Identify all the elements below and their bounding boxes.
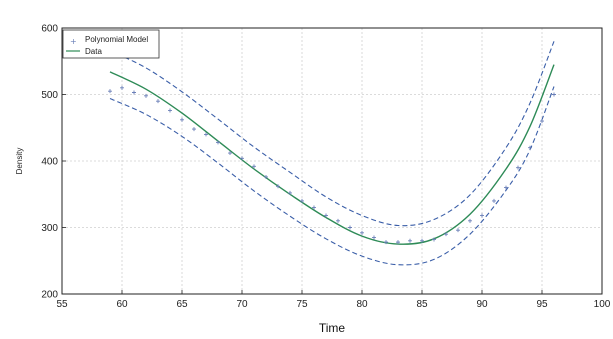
model-point xyxy=(444,232,448,237)
model-point xyxy=(504,185,508,190)
model-point xyxy=(180,117,184,122)
model-point xyxy=(552,92,556,97)
model-point xyxy=(288,190,292,195)
model-point xyxy=(396,240,400,245)
x-tick-label: 95 xyxy=(536,299,548,310)
confidence-bound-line xyxy=(109,41,555,227)
model-point xyxy=(336,218,340,223)
legend-marker-polynomial-model: + xyxy=(70,37,77,46)
model-point xyxy=(276,184,280,189)
model-point xyxy=(516,165,520,170)
legend-box xyxy=(62,29,160,59)
model-point xyxy=(228,151,232,156)
model-point xyxy=(432,237,436,242)
model-point xyxy=(192,127,196,132)
model-point xyxy=(408,238,412,243)
y-tick-label: 500 xyxy=(41,90,58,101)
confidence-bound-line xyxy=(109,86,555,266)
legend: + Polynomial Model Data xyxy=(62,29,160,59)
x-tick-label: 100 xyxy=(594,299,611,310)
model-point xyxy=(108,89,112,94)
y-axis-label: Density xyxy=(15,148,24,175)
model-point xyxy=(456,228,460,233)
model-point xyxy=(168,108,172,113)
x-tick-label: 55 xyxy=(56,299,68,310)
model-point xyxy=(468,218,472,223)
model-point xyxy=(300,198,304,203)
x-tick-label: 75 xyxy=(296,299,308,310)
y-tick-label: 200 xyxy=(41,290,58,301)
model-point xyxy=(144,93,148,98)
model-point xyxy=(384,240,388,245)
y-tick-label: 600 xyxy=(41,24,58,35)
series-3 xyxy=(109,86,555,266)
model-point xyxy=(120,85,124,90)
model-point xyxy=(324,213,328,218)
model-point xyxy=(312,205,316,210)
model-point xyxy=(372,235,376,240)
model-point xyxy=(264,174,268,179)
x-axis-label: Time xyxy=(319,321,346,335)
legend-label-polynomial-model: Polynomial Model xyxy=(85,35,148,44)
x-tick-label: 90 xyxy=(476,299,488,310)
axis-ticks: 55 60 65 70 75 80 85 90 95 100 200 300 400 500 600 xyxy=(41,24,610,311)
model-point xyxy=(252,164,256,169)
grid xyxy=(62,28,602,294)
y-tick-label: 400 xyxy=(41,157,58,168)
legend-label-data: Data xyxy=(85,47,102,56)
model-point xyxy=(480,213,484,218)
model-point xyxy=(528,145,532,150)
model-point xyxy=(348,225,352,230)
series-1 xyxy=(109,64,555,245)
model-point xyxy=(360,230,364,235)
x-tick-label: 60 xyxy=(116,299,128,310)
model-point xyxy=(156,99,160,104)
model-point xyxy=(540,119,544,124)
model-point xyxy=(132,90,136,95)
series-2 xyxy=(109,41,555,227)
x-tick-label: 70 xyxy=(236,299,248,310)
model-point xyxy=(240,156,244,161)
model-point xyxy=(204,132,208,137)
x-tick-label: 80 xyxy=(356,299,368,310)
model-point xyxy=(216,140,220,145)
x-tick-label: 85 xyxy=(416,299,428,310)
x-tick-label: 65 xyxy=(176,299,188,310)
series-0-points xyxy=(108,85,556,245)
series-layer xyxy=(108,41,556,266)
model-point xyxy=(420,238,424,243)
y-tick-label: 300 xyxy=(41,223,58,234)
model-point xyxy=(492,198,496,203)
data-line xyxy=(109,64,555,245)
